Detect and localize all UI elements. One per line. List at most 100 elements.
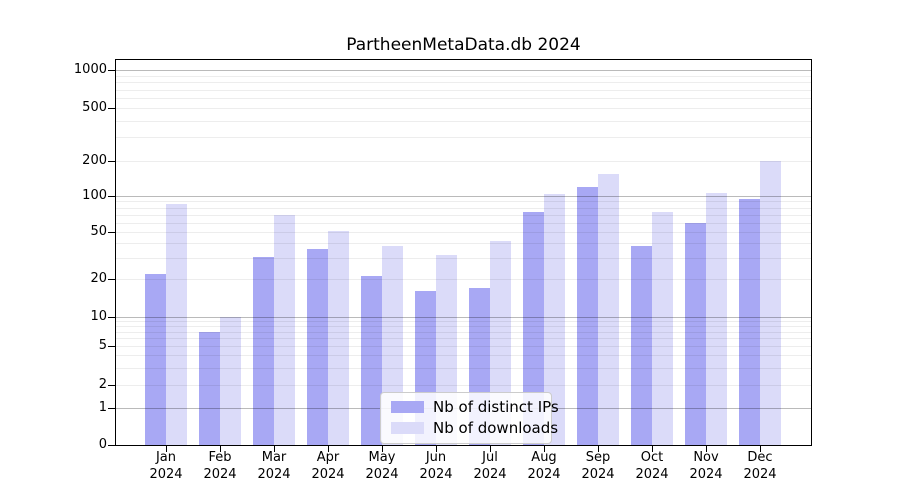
- x-tick-mark: [274, 446, 276, 452]
- y-tick-mark: [108, 70, 115, 72]
- bar-downloads-nov: [706, 193, 727, 445]
- gridline: [116, 222, 811, 224]
- bar-distinct-ips-oct: [631, 246, 652, 445]
- bar-downloads-feb: [220, 316, 241, 445]
- y-tick-mark: [108, 196, 115, 198]
- x-tick-label: Apr 2024: [311, 450, 345, 482]
- gridline: [116, 346, 811, 347]
- gridline: [116, 120, 811, 122]
- gridline: [116, 160, 811, 162]
- legend-label-distinct-ips: Nb of distinct IPs: [433, 398, 559, 416]
- bar-distinct-ips-nov: [685, 222, 706, 445]
- x-tick-label: Aug 2024: [527, 450, 561, 482]
- x-tick-label: Jun 2024: [419, 450, 453, 482]
- bar-downloads-dec: [760, 160, 781, 445]
- x-tick-mark: [760, 446, 762, 452]
- gridline: [116, 338, 811, 340]
- x-tick-mark: [544, 446, 546, 452]
- y-tick-label: 1: [98, 399, 107, 415]
- gridline: [116, 243, 811, 245]
- legend: Nb of distinct IPs Nb of downloads: [380, 392, 559, 444]
- gridline: [116, 108, 811, 109]
- bar-downloads-oct: [652, 211, 673, 445]
- y-tick-label: 0: [98, 437, 107, 452]
- gridline: [116, 201, 811, 203]
- y-tick-label: 10: [90, 308, 107, 324]
- y-tick-label: 500: [82, 100, 107, 115]
- bar-distinct-ips-jan: [145, 274, 166, 445]
- x-tick-label: Feb 2024: [203, 450, 237, 482]
- gridline: [116, 331, 811, 333]
- legend-label-downloads: Nb of downloads: [433, 419, 559, 437]
- bar-distinct-ips-dec: [739, 199, 760, 445]
- x-tick-label: Nov 2024: [689, 450, 723, 482]
- gridline: [116, 82, 811, 84]
- x-tick-mark: [490, 446, 492, 452]
- gridline: [116, 214, 811, 216]
- gridline: [116, 196, 811, 197]
- x-tick-mark: [382, 446, 384, 452]
- y-tick-mark: [108, 385, 115, 387]
- gridline: [116, 207, 811, 209]
- x-tick-label: Oct 2024: [635, 450, 669, 482]
- bar-distinct-ips-feb: [199, 331, 220, 445]
- x-tick-mark: [706, 446, 708, 452]
- x-tick-mark: [166, 446, 168, 452]
- y-tick-mark: [108, 232, 115, 234]
- x-tick-label: Jan 2024: [149, 450, 183, 482]
- gridline: [116, 385, 811, 386]
- y-tick-label: 20: [90, 271, 107, 286]
- gridline: [116, 279, 811, 280]
- y-tick-label: 50: [90, 224, 107, 239]
- y-tick-label: 2: [98, 377, 107, 392]
- x-tick-label: Sep 2024: [581, 450, 615, 482]
- bar-downloads-jan: [166, 204, 187, 445]
- y-tick-label: 1000: [73, 62, 107, 77]
- bar-downloads-mar: [274, 214, 295, 445]
- x-tick-mark: [220, 446, 222, 452]
- bar-downloads-apr: [328, 230, 349, 445]
- y-tick-mark: [108, 445, 115, 447]
- distinct-ips-swatch-icon: [391, 401, 424, 413]
- gridline: [116, 355, 811, 357]
- bar-downloads-sep: [598, 173, 619, 445]
- x-tick-label: Mar 2024: [257, 450, 291, 482]
- x-tick-mark: [598, 446, 600, 452]
- y-tick-mark: [108, 279, 115, 281]
- y-tick-mark: [108, 160, 115, 162]
- bar-distinct-ips-apr: [307, 248, 328, 445]
- bar-distinct-ips-aug: [523, 212, 544, 445]
- y-tick-mark: [108, 346, 115, 348]
- x-tick-label: May 2024: [365, 450, 399, 482]
- y-tick-label: 5: [98, 338, 107, 353]
- gridline: [116, 137, 811, 139]
- bar-distinct-ips-may: [361, 276, 382, 445]
- bar-distinct-ips-mar: [253, 256, 274, 445]
- bar-distinct-ips-sep: [577, 186, 598, 445]
- gridline: [116, 316, 811, 318]
- y-tick-label: 200: [82, 152, 107, 168]
- y-tick-label: 100: [82, 188, 107, 203]
- x-tick-label: Dec 2024: [743, 450, 777, 482]
- x-tick-mark: [328, 446, 330, 452]
- gridline: [116, 75, 811, 77]
- y-tick-mark: [108, 407, 115, 409]
- x-tick-mark: [652, 446, 654, 452]
- y-tick-mark: [108, 108, 115, 110]
- gridline: [116, 320, 811, 322]
- bar-downloads-aug: [544, 194, 565, 445]
- gridline: [116, 325, 811, 327]
- gridline: [116, 70, 811, 71]
- chart-title: PartheenMetaData.db 2024: [346, 35, 581, 55]
- gridline: [116, 232, 811, 233]
- x-tick-label: Jul 2024: [473, 450, 507, 482]
- downloads-swatch-icon: [391, 422, 424, 434]
- gridline: [116, 98, 811, 99]
- y-tick-mark: [108, 316, 115, 318]
- gridline: [116, 258, 811, 260]
- gridline: [116, 367, 811, 369]
- legend-item-distinct-ips: Nb of distinct IPs: [391, 398, 559, 416]
- gridline: [116, 89, 811, 91]
- x-tick-mark: [436, 446, 438, 452]
